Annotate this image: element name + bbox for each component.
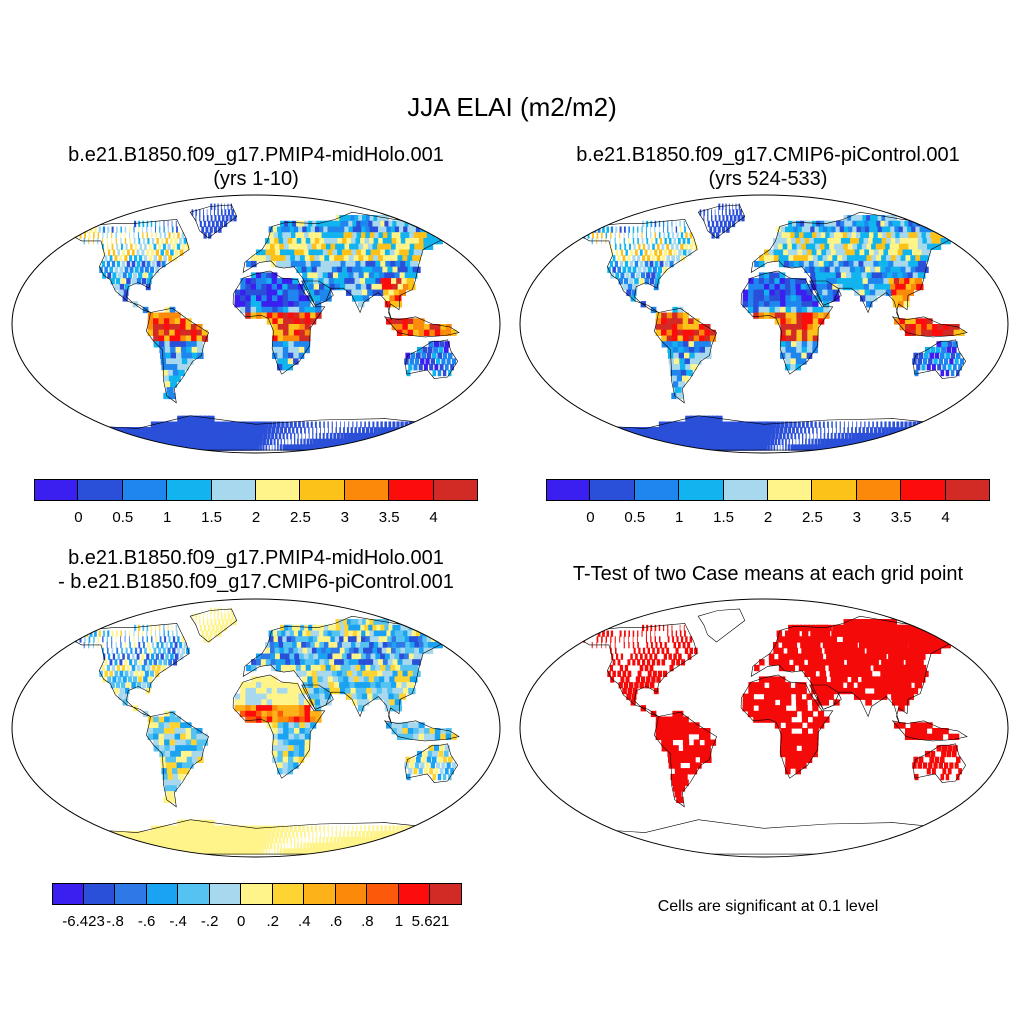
colorbar-tick-label: .2	[266, 913, 280, 930]
colorbar-swatch	[335, 883, 368, 905]
colorbar-tick-label: 0.5	[624, 509, 646, 526]
colorbar-tick-label: 5.621	[411, 913, 450, 930]
colorbar-tick-label: 1.5	[713, 509, 735, 526]
colorbar-tick-label: 1	[675, 509, 684, 526]
panel4-title: T-Test of two Case means at each grid po…	[572, 563, 964, 585]
coastlines	[578, 608, 968, 855]
colorbar-tick-label: 2.5	[801, 509, 823, 526]
colorbar-swatch	[272, 883, 305, 905]
panel3-title: b.e21.B1850.f09_g17.PMIP4-midHolo.001 - …	[0, 546, 512, 594]
colorbar-tick-label: -6.423	[62, 913, 105, 930]
colorbar-tick-label: 4	[941, 509, 950, 526]
colorbar-tick-label: 0.5	[112, 509, 134, 526]
colorbar-swatch	[52, 883, 84, 905]
map-panel-midholo	[11, 194, 501, 454]
colorbar-tick-label: 1	[394, 913, 404, 930]
colorbar-swatch	[679, 479, 724, 501]
colorbar-tick-label: .6	[329, 913, 343, 930]
colorbar-swatch	[256, 479, 301, 501]
colorbar-swatch	[723, 479, 768, 501]
colorbar-tick-label: 0	[74, 509, 83, 526]
colorbar-tick-label: -.4	[169, 913, 187, 930]
colorbar-swatch	[122, 479, 168, 501]
colorbar-tick-label: 3	[340, 509, 349, 526]
map-panel-difference	[11, 598, 501, 858]
colorbar-swatch	[78, 479, 123, 501]
colorbar-tick-label: 3.5	[378, 509, 400, 526]
colorbar-swatch	[115, 883, 147, 905]
colorbar-tick-label: 1.5	[201, 509, 223, 526]
colorbar-swatch	[211, 479, 256, 501]
colorbar-swatch	[34, 479, 79, 501]
colorbar-tick-label: 3	[852, 509, 861, 526]
colorbar-swatch	[430, 883, 462, 905]
colorbar-swatch	[167, 479, 212, 501]
colorbar-swatch	[546, 479, 591, 501]
colorbar-tick-label: 2	[763, 509, 773, 526]
colorbar-swatch	[634, 479, 680, 501]
colorbar-tick-label: 4	[429, 509, 438, 526]
map-border	[519, 194, 1009, 454]
map-panel-picontrol	[519, 194, 1009, 454]
panel3-case-b: - b.e21.B1850.f09_g17.CMIP6-piControl.00…	[58, 571, 454, 593]
colorbar-swatch	[768, 479, 813, 501]
colorbar-tick-label: 3.5	[890, 509, 912, 526]
coastlines	[70, 608, 460, 855]
colorbar-swatch	[178, 883, 210, 905]
colorbar-tick-label: 0	[237, 913, 246, 930]
panel1-title: b.e21.B1850.f09_g17.PMIP4-midHolo.001 (y…	[0, 143, 512, 191]
colorbar-swatch	[590, 479, 635, 501]
map-panel-ttest	[519, 598, 1009, 858]
panel2-case-name: b.e21.B1850.f09_g17.CMIP6-piControl.001	[576, 144, 960, 166]
colorbar-swatch	[241, 883, 273, 905]
colorbar-swatch	[304, 883, 336, 905]
colorbar-tick-label: 2	[251, 509, 261, 526]
panel1-years: (yrs 1-10)	[213, 168, 299, 190]
colorbar-tick-label: 0	[586, 509, 595, 526]
land-cells	[578, 619, 964, 804]
significance-note: Cells are significant at 0.1 level	[657, 898, 879, 915]
colorbar-swatch	[389, 479, 434, 501]
colorbar-swatch	[344, 479, 390, 501]
map-border	[11, 194, 501, 454]
colorbar-tick-label: 1	[163, 509, 172, 526]
coastlines	[70, 204, 460, 451]
map-border	[11, 598, 501, 858]
panel2-title: b.e21.B1850.f09_g17.CMIP6-piControl.001 …	[512, 143, 1024, 191]
coastlines	[578, 204, 968, 451]
panel2-years: (yrs 524-533)	[708, 168, 828, 190]
colorbar-swatch	[209, 883, 242, 905]
colorbar-swatch	[901, 479, 946, 501]
colorbar-tick-label: -.8	[106, 913, 124, 930]
colorbar-swatch	[945, 479, 990, 501]
colorbar-swatch	[812, 479, 857, 501]
panel1-case-name: b.e21.B1850.f09_g17.PMIP4-midHolo.001	[68, 144, 444, 166]
colorbar-swatch	[300, 479, 345, 501]
colorbar-swatch	[146, 883, 179, 905]
map-border	[519, 598, 1009, 858]
panel3-case-a: b.e21.B1850.f09_g17.PMIP4-midHolo.001	[68, 547, 444, 569]
colorbar-tick-label: -.2	[200, 913, 219, 930]
colorbar-tick-label: .8	[361, 913, 374, 930]
colorbar-tick-label: .4	[298, 913, 311, 930]
colorbar-swatch	[367, 883, 399, 905]
colorbar-swatch	[83, 883, 116, 905]
figure-title: JJA ELAI (m2/m2)	[407, 92, 617, 122]
colorbar-tick-label: 2.5	[289, 509, 311, 526]
colorbar-swatch	[856, 479, 902, 501]
colorbar-swatch	[398, 883, 431, 905]
colorbar-tick-label: -.6	[137, 913, 156, 930]
colorbar-swatch	[433, 479, 478, 501]
